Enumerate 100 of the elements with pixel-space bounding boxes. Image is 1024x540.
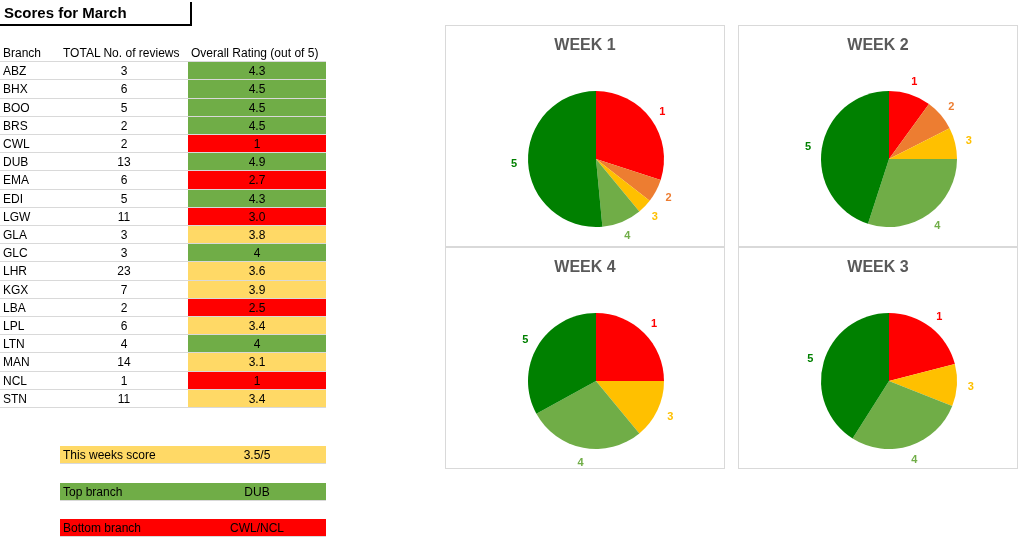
pie-slice [889,91,929,159]
category-label: NCL [0,371,60,390]
slice-label: 5 [511,156,518,169]
slice-label: 4 [577,455,585,468]
category-label: ABZ [0,62,60,81]
data-label: 11 [60,207,188,226]
text: Branch [0,44,60,63]
chart-title: WEEK 3 [846,258,910,276]
chart-title: WEEK 4 [553,258,617,276]
category-label: BOO [0,98,60,117]
category-label: GLA [0,226,60,245]
slice-label: 4 [911,452,919,465]
category-label: EMA [0,171,60,190]
category-label: KGX [0,280,60,299]
pie-slice [596,159,640,227]
chart-title: WEEK 2 [846,36,910,54]
data-label: 4 [188,244,326,263]
data-label: 2.5 [188,298,326,317]
data-label: 5 [60,189,188,208]
data-label: 3.6 [188,262,326,281]
slice-label: 3 [651,210,658,223]
slice-label: 1 [936,310,943,323]
slice-label: 5 [804,140,812,153]
data-label: 14 [60,353,188,372]
data-label: 1 [188,371,326,390]
slice-label: 4 [624,228,632,241]
data-label: 3 [60,244,188,263]
data-label: 4 [188,335,326,354]
data-label: 4.3 [188,62,326,81]
data-label: 3.0 [188,207,326,226]
chart-title: WEEK 1 [553,36,617,54]
text: 3.5/5 [188,446,326,465]
data-label: 4 [60,335,188,354]
pie-slice [852,381,953,449]
data-label: 4.9 [188,153,326,172]
slice-label: 1 [911,75,918,88]
data-label: 2 [60,298,188,317]
slice-label: 5 [522,333,529,346]
data-label: 23 [60,262,188,281]
data-label: 2.7 [188,171,326,190]
text: TOTAL No. of reviews [60,44,188,63]
pie-slice [596,381,664,434]
data-label: 4.3 [188,189,326,208]
data-label: 3.1 [188,353,326,372]
category-label: CWL [0,135,60,154]
data-label: 7 [60,280,188,299]
pie-slice [889,103,950,159]
text: Bottom branch [60,519,188,538]
data-label: 3.9 [188,280,326,299]
category-label: EDI [0,189,60,208]
pie-slice [596,313,664,381]
data-label: 5 [60,98,188,117]
pie-slice [821,313,889,439]
data-label: 4.5 [188,116,326,135]
category-label: LPL [0,317,60,336]
pie-slice [889,364,957,407]
data-label: 6 [60,317,188,336]
text: DUB [0,153,60,172]
category-label: LBA [0,298,60,317]
pie-slice [596,159,650,212]
data-label: 1 [188,135,326,154]
slice-label: 4 [934,219,942,232]
slice-label: 3 [967,380,974,393]
pie-slice [528,91,603,227]
pie-slice [596,159,661,201]
data-label: 1 [60,371,188,390]
series-label: Overall Rating (out of 5) [188,44,326,63]
data-label: 3.4 [188,389,326,408]
pie-slice [536,381,640,449]
text: Top branch [60,482,188,501]
slice-label: 1 [659,104,666,117]
category-label: LHR [0,262,60,281]
slice-label: 1 [650,317,658,330]
slice-label: 5 [807,352,814,365]
data-label: 2 [60,135,188,154]
data-label: 2 [60,116,188,135]
data-label: 3 [60,226,188,245]
pie-slice [528,313,596,414]
data-label: 6 [60,171,188,190]
pie-slice [889,313,955,381]
category-label: LTN [0,335,60,354]
pie-slice [821,91,889,224]
category-label: GLC [0,244,60,263]
text: CWL/NCL [188,519,326,538]
text: This weeks score [60,446,188,465]
slice-label: 2 [948,99,955,112]
category-label: STN [0,389,60,408]
slice-label: 3 [965,133,972,146]
slice-label: 2 [665,191,672,204]
data-label: 3.4 [188,317,326,336]
data-label: 13 [60,153,188,172]
data-label: 11 [60,389,188,408]
data-label: 6 [60,80,188,99]
category-label: DUB [188,482,326,501]
data-label: 4.5 [188,80,326,99]
text: Scores for March [0,2,192,26]
pie-slice [889,128,957,159]
category-label: BHX [0,80,60,99]
category-label: LGW [0,207,60,226]
data-label: 3 [60,62,188,81]
